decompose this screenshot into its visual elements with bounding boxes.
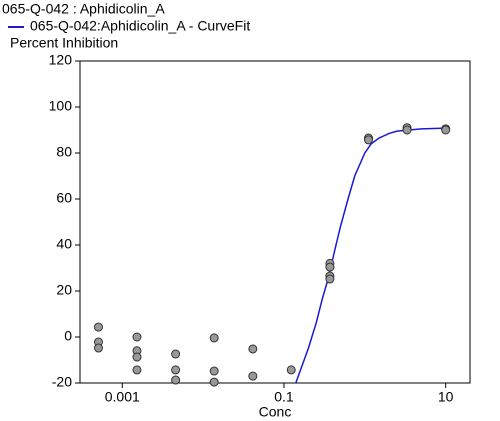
data-point bbox=[209, 377, 219, 387]
data-point bbox=[171, 365, 181, 375]
y-axis-label: Percent Inhibition bbox=[10, 35, 118, 51]
y-tick-label: 80 bbox=[56, 144, 72, 160]
x-tick-label: 0.1 bbox=[274, 389, 294, 405]
data-point bbox=[402, 125, 412, 135]
plot-frame bbox=[79, 60, 471, 384]
data-point bbox=[248, 344, 258, 354]
legend-entry: 065-Q-042 : Aphidicolin_A bbox=[2, 1, 165, 17]
data-point bbox=[171, 375, 181, 385]
data-point bbox=[93, 322, 103, 332]
y-tick-label: 20 bbox=[56, 282, 72, 298]
data-point bbox=[325, 274, 335, 284]
data-point bbox=[132, 365, 142, 375]
data-point bbox=[93, 343, 103, 353]
x-axis-label: Conc bbox=[259, 404, 292, 420]
data-point bbox=[325, 262, 335, 272]
data-point bbox=[248, 371, 258, 381]
curve-fit bbox=[294, 127, 446, 383]
data-point bbox=[171, 349, 181, 359]
x-tick-label: 10 bbox=[438, 389, 454, 405]
data-point bbox=[132, 352, 142, 362]
y-tick-label: 40 bbox=[56, 236, 72, 252]
y-tick-label: 120 bbox=[49, 52, 73, 68]
data-point bbox=[363, 135, 373, 145]
y-tick-label: 0 bbox=[64, 328, 72, 344]
legend-entry: 065-Q-042:Aphidicolin_A - CurveFit bbox=[30, 18, 250, 34]
x-tick-label: 0.001 bbox=[105, 389, 140, 405]
data-point bbox=[209, 333, 219, 343]
y-tick-label: 60 bbox=[56, 190, 72, 206]
data-point bbox=[441, 125, 451, 135]
data-point bbox=[132, 332, 142, 342]
data-point bbox=[209, 366, 219, 376]
plot-area bbox=[294, 127, 446, 383]
y-tick-label: -20 bbox=[52, 374, 72, 390]
y-tick-label: 100 bbox=[49, 98, 73, 114]
data-point bbox=[286, 365, 296, 375]
